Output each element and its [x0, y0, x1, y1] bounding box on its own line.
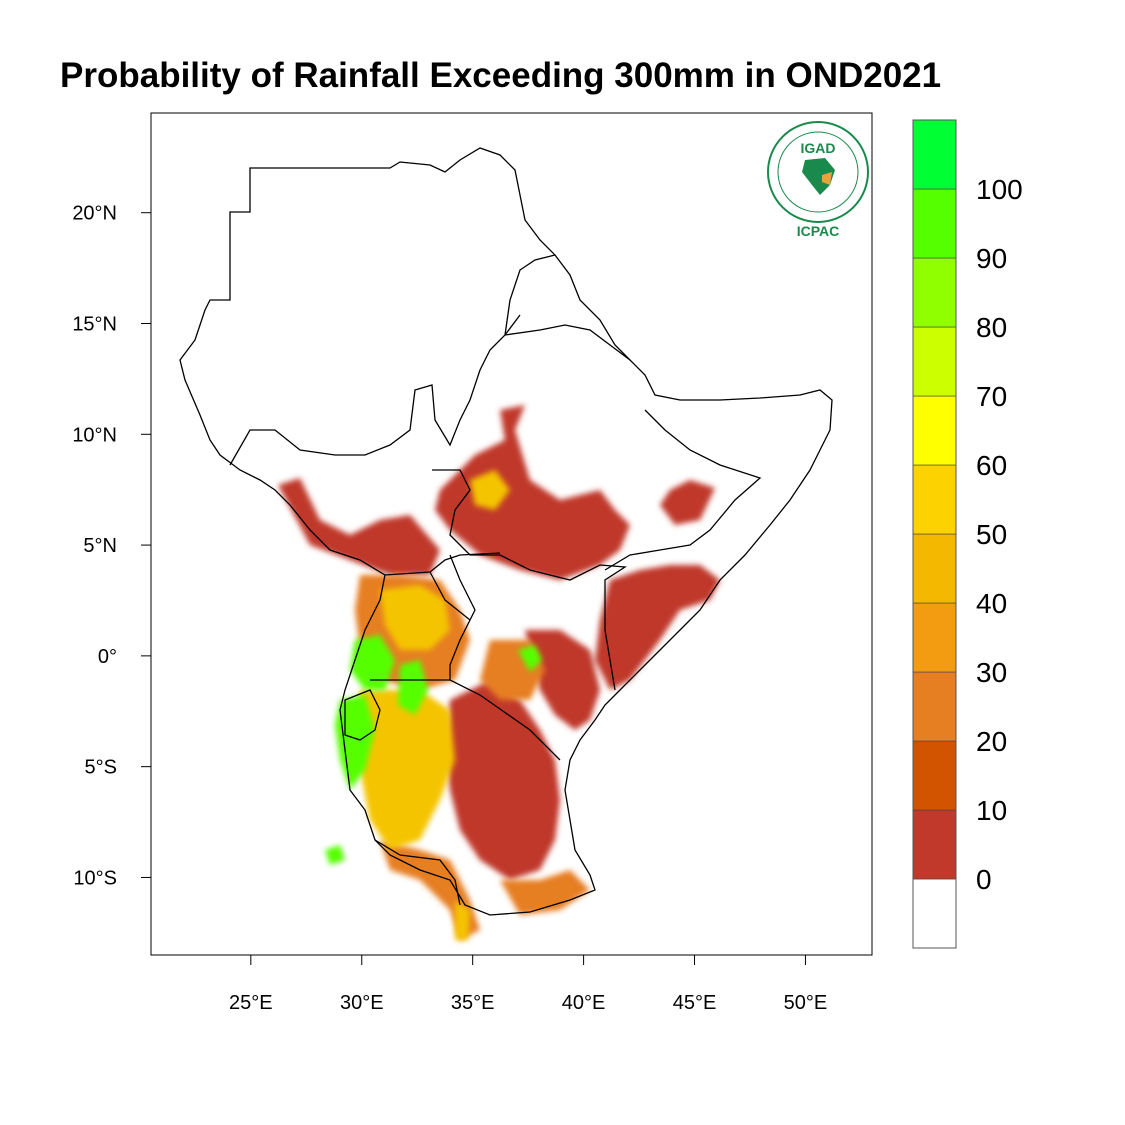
africa-icon [802, 158, 835, 195]
x-tick-label: 25°E [229, 992, 273, 1014]
colorbar-bin [912, 533, 957, 604]
probability-field [278, 405, 720, 940]
colorbar-bin [912, 326, 957, 397]
logo-top-text: IGAD [801, 140, 836, 156]
country-boundaries [179, 147, 833, 916]
colorbar-bin [912, 602, 957, 673]
colorbar-label: 90 [976, 243, 1007, 274]
x-tick-label: 45°E [673, 992, 717, 1014]
colorbar-bin [912, 809, 957, 880]
colorbar-label: 80 [976, 312, 1007, 343]
colorbar-bin [912, 119, 957, 190]
colorbar-label: 0 [976, 864, 992, 895]
x-tick-label: 35°E [451, 992, 495, 1014]
colorbar-label: 30 [976, 657, 1007, 688]
y-tick-label: 0° [98, 646, 117, 668]
colorbar-label: 10 [976, 795, 1007, 826]
colorbar-label: 60 [976, 450, 1007, 481]
colorbar-label: 100 [976, 174, 1023, 205]
colorbar-bin [912, 188, 957, 259]
y-tick-label: 5°S [85, 757, 117, 779]
colorbar-frame [912, 119, 957, 949]
colorbar-label: 20 [976, 726, 1007, 757]
x-tick-label: 50°E [784, 992, 828, 1014]
colorbar-bin [912, 740, 957, 811]
colorbar-label: 50 [976, 519, 1007, 550]
y-tick-label: 10°N [72, 424, 117, 446]
y-tick-label: 5°N [83, 535, 117, 557]
colorbar-bin [912, 671, 957, 742]
colorbar-label: 40 [976, 588, 1007, 619]
logo-bottom-text: ICPAC [797, 223, 840, 239]
igad-icpac-logo: IGAD ICPAC [767, 121, 869, 239]
colorbar-bin [912, 395, 957, 466]
colorbar-bin [912, 878, 957, 949]
prob-0-10-regions [278, 405, 720, 880]
colorbar-label: 70 [976, 381, 1007, 412]
axis-ticks: 25°E 30°E 35°E 40°E 45°E 50°E 20°N 15°N 10°N 5°N 0… [72, 203, 827, 1014]
prob-40-70-regions [355, 470, 510, 940]
y-tick-label: 20°N [72, 203, 117, 225]
y-tick-label: 15°N [72, 314, 117, 336]
x-tick-label: 30°E [340, 992, 384, 1014]
y-tick-label: 10°S [73, 867, 117, 889]
map-title: Probability of Rainfall Exceeding 300mm … [60, 56, 942, 95]
colorbar-bin [912, 257, 957, 328]
colorbar: 0 10 20 30 40 50 60 70 80 90 100 [912, 119, 1023, 949]
x-tick-label: 40°E [562, 992, 606, 1014]
colorbar-bin [912, 464, 957, 535]
